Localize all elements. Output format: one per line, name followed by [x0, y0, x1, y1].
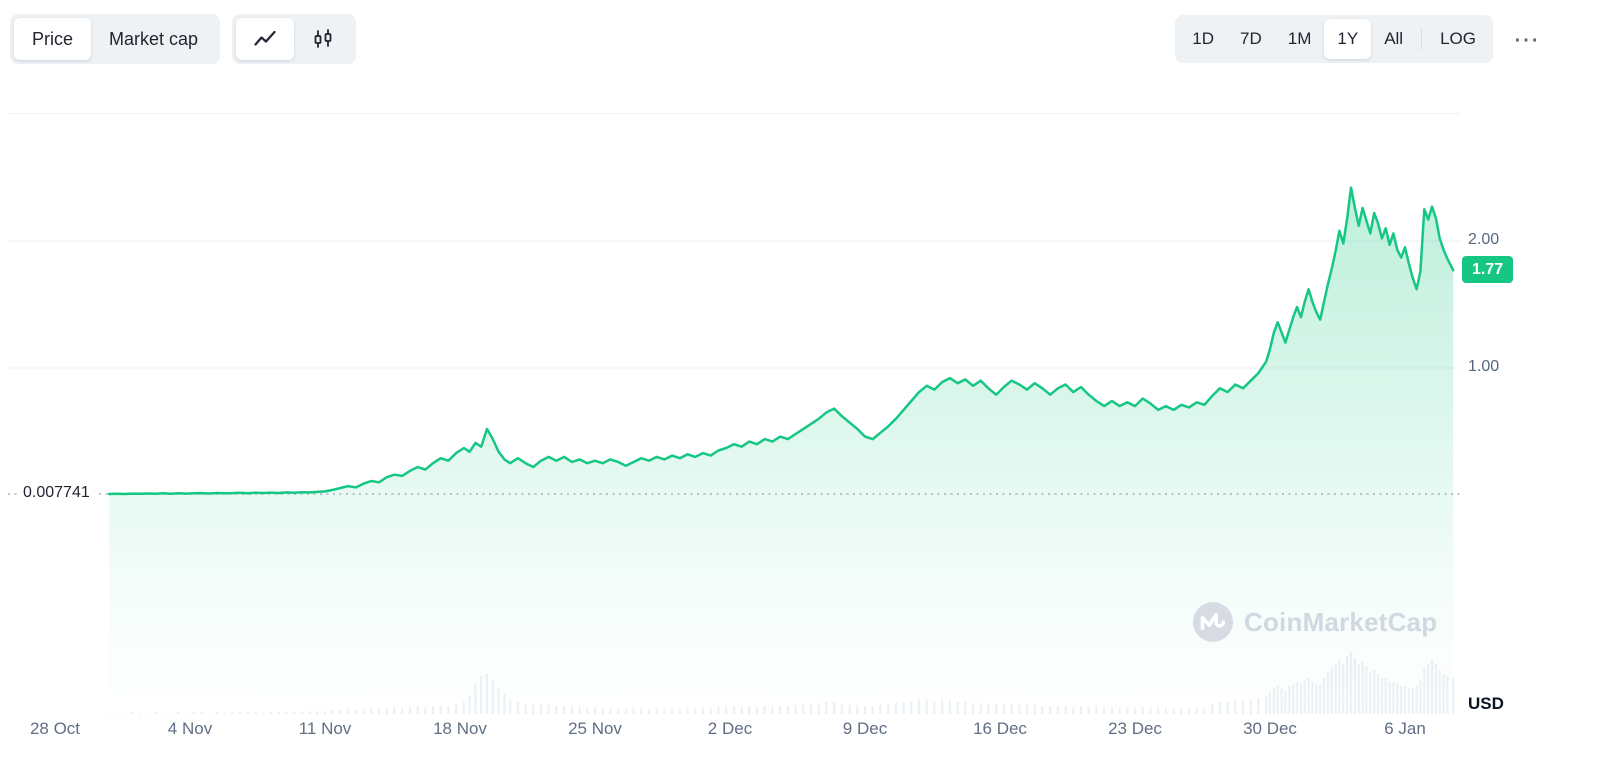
range-1y-button[interactable]: 1Y	[1324, 19, 1372, 59]
log-scale-button[interactable]: LOG	[1427, 19, 1489, 59]
range-7d-button[interactable]: 7D	[1227, 19, 1275, 59]
baseline-price-label: 0.007741	[18, 483, 95, 503]
x-axis-label: 28 Oct	[29, 719, 81, 738]
chart-canvas[interactable]	[8, 114, 1460, 714]
candlestick-type-button[interactable]	[294, 18, 352, 60]
y-axis-label: 1.00	[1468, 357, 1500, 375]
coinmarketcap-watermark: CoinMarketCap	[1192, 601, 1437, 643]
y-axis-label: 2.00	[1468, 230, 1500, 248]
price-chart[interactable]: CoinMarketCap 0.007741	[8, 113, 1460, 714]
time-range-selector: 1D 7D 1M 1Y All LOG	[1175, 15, 1493, 63]
toolbar-left-group: Price Market cap	[10, 14, 357, 64]
line-chart-type-button[interactable]	[236, 18, 295, 60]
x-axis-label: 23 Dec	[1108, 719, 1162, 738]
chart-type-toggle	[232, 14, 357, 64]
currency-label: USD	[1468, 694, 1504, 713]
coinmarketcap-logo-icon	[1193, 602, 1233, 642]
range-all-button[interactable]: All	[1371, 19, 1416, 59]
x-axis-label: 2 Dec	[707, 719, 753, 738]
x-axis-label: 25 Nov	[568, 719, 622, 738]
toolbar-right-group: 1D 7D 1M 1Y All LOG ⋯	[1175, 15, 1545, 63]
x-axis-label: 30 Dec	[1243, 719, 1297, 738]
watermark-text: CoinMarketCap	[1244, 606, 1438, 637]
range-log-divider	[1421, 28, 1423, 50]
x-axis-label: 16 Dec	[973, 719, 1027, 738]
range-1m-button[interactable]: 1M	[1275, 19, 1325, 59]
x-axis-label: 18 Nov	[433, 719, 487, 738]
more-options-button[interactable]: ⋯	[1507, 19, 1545, 59]
x-axis-label: 11 Nov	[298, 719, 352, 738]
market-cap-toggle-button[interactable]: Market cap	[91, 18, 216, 60]
x-axis-label: 9 Dec	[842, 719, 888, 738]
x-axis: 28 Oct 4 Nov 11 Nov 18 Nov 25 Nov 2 Dec 9 Dec 1…	[8, 719, 1460, 745]
line-chart-icon	[254, 30, 276, 46]
range-1d-button[interactable]: 1D	[1179, 19, 1227, 59]
price-marketcap-toggle: Price Market cap	[10, 14, 221, 64]
chart-toolbar: Price Market cap	[10, 14, 1590, 64]
candlestick-icon	[314, 29, 332, 48]
x-axis-label: 6 Jan	[1384, 719, 1426, 738]
x-axis-label: 4 Nov	[167, 719, 213, 738]
current-price-badge: 1.77	[1462, 256, 1514, 284]
price-toggle-button[interactable]: Price	[14, 18, 92, 60]
